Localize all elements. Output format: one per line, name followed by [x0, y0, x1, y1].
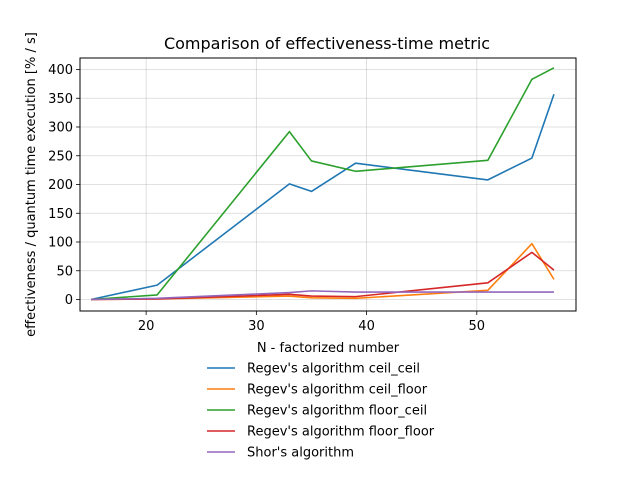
legend-entry-label: Regev's algorithm ceil_floor — [247, 383, 428, 398]
legend: Regev's algorithm ceil_ceil Regev's algor… — [207, 362, 435, 461]
legend-entry-label: Regev's algorithm ceil_ceil — [247, 362, 420, 377]
legend-entry-label: Regev's algorithm floor_ceil — [247, 404, 427, 419]
y-axis-label: effectiveness / quantum time execution [… — [24, 32, 39, 337]
series-lines — [90, 67, 555, 301]
x-tick-label: 20 — [138, 319, 155, 334]
y-tick-label: 150 — [48, 207, 73, 222]
axis-ticks: 20 30 40 50 0 50 100 150 200 250 300 350 400 — [48, 63, 485, 334]
y-tick-label: 0 — [65, 293, 73, 308]
legend-entry-label: Regev's algorithm floor_floor — [247, 425, 435, 440]
grid-lines — [80, 58, 576, 311]
y-tick-label: 300 — [48, 121, 73, 136]
y-tick-label: 100 — [48, 236, 73, 251]
chart-title: Comparison of effectiveness-time metric — [164, 34, 490, 53]
y-tick-label: 250 — [48, 149, 73, 164]
x-axis-label: N - factorized number — [257, 341, 400, 356]
series-line-1 — [90, 93, 555, 301]
y-tick-label: 400 — [48, 63, 73, 78]
y-tick-label: 50 — [56, 264, 73, 279]
y-tick-label: 200 — [48, 178, 73, 193]
x-tick-label: 40 — [358, 319, 375, 334]
series-line-5 — [91, 290, 554, 301]
x-tick-label: 50 — [469, 319, 486, 334]
x-tick-label: 30 — [248, 319, 265, 334]
y-tick-label: 350 — [48, 92, 73, 107]
series-line-3 — [90, 67, 555, 301]
legend-entry-label: Shor's algorithm — [247, 446, 354, 461]
